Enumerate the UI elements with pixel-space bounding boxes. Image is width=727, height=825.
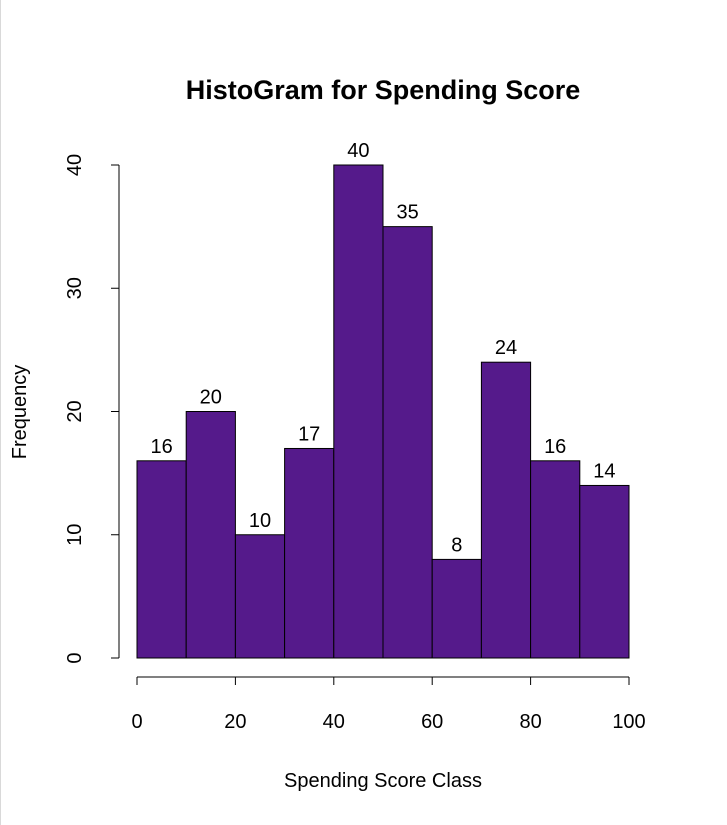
x-tick-label: 100 (612, 711, 645, 733)
x-axis: 0 20 40 60 80 100 (131, 676, 646, 733)
y-tick-label: 30 (64, 277, 86, 299)
chart-title: HistoGram for Spending Score (186, 75, 581, 105)
histogram-bar (579, 484, 630, 659)
y-tick-label: 40 (64, 154, 86, 176)
x-tick-label: 0 (131, 711, 142, 733)
bar-value-label: 20 (200, 387, 222, 409)
histogram-bar (382, 226, 433, 659)
x-tick-label: 80 (519, 711, 541, 733)
histogram-bar (480, 361, 532, 659)
x-tick-label: 60 (421, 711, 443, 733)
bar-value-label: 40 (347, 140, 369, 162)
y-tick-label: 0 (64, 652, 86, 663)
bar-value-label: 17 (298, 423, 320, 445)
histogram-bar (530, 460, 581, 659)
bar-labels-group: 16 20 10 17 40 35 8 24 16 14 (150, 140, 615, 556)
bar-value-label: 24 (495, 337, 517, 359)
y-tick-label: 20 (64, 400, 86, 422)
y-axis: 0 10 20 30 40 (64, 154, 120, 664)
bar-value-label: 8 (451, 534, 462, 556)
left-border (0, 0, 1, 825)
x-tick-label: 20 (224, 711, 246, 733)
x-tick-label: 40 (323, 711, 345, 733)
bar-value-label: 16 (150, 436, 172, 458)
y-tick-label: 10 (64, 524, 86, 546)
histogram-bar (136, 460, 187, 659)
bar-value-label: 16 (544, 436, 566, 458)
bar-value-label: 14 (593, 460, 615, 482)
bars-group (136, 164, 630, 659)
x-axis-label: Spending Score Class (284, 770, 482, 792)
histogram-bar (234, 534, 286, 659)
histogram-bar (185, 411, 236, 659)
bar-value-label: 35 (396, 202, 418, 224)
bar-value-label: 10 (249, 510, 271, 532)
histogram-bar (284, 447, 335, 659)
y-axis-label: Frequency (9, 365, 31, 460)
histogram-bar (333, 164, 384, 659)
histogram-bar (431, 558, 482, 659)
